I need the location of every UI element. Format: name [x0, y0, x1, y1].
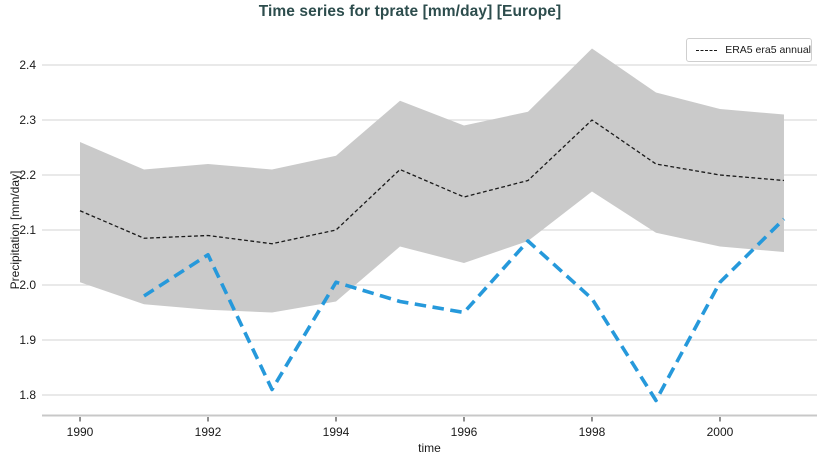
chart-title: Time series for tprate [mm/day] [Europe]: [258, 3, 562, 20]
x-tick-label: 1996: [451, 425, 478, 439]
x-tick-label: 1994: [323, 425, 350, 439]
x-tick-label: 1998: [579, 425, 606, 439]
y-tick-label: 2.3: [19, 113, 36, 127]
legend-dashed-line-icon: [696, 49, 718, 51]
x-tick-label: 1992: [195, 425, 222, 439]
y-tick-label: 1.9: [19, 333, 36, 347]
y-tick-label: 2.2: [19, 168, 36, 182]
legend-label: ERA5 era5 annual: [725, 44, 811, 56]
x-tick-label: 1990: [67, 425, 94, 439]
uncertainty-band: [80, 48, 784, 313]
x-axis-label: time: [418, 441, 441, 455]
era5-line: [79, 119, 785, 245]
x-tick-label: 2000: [707, 425, 734, 439]
y-tick-label: 2.0: [19, 278, 36, 292]
y-tick-label: 2.4: [19, 58, 36, 72]
y-tick-label: 1.8: [19, 388, 36, 402]
legend: ERA5 era5 annual: [686, 38, 812, 62]
blue-dashed-line: [143, 217, 786, 403]
y-tick-label: 2.1: [19, 223, 36, 237]
